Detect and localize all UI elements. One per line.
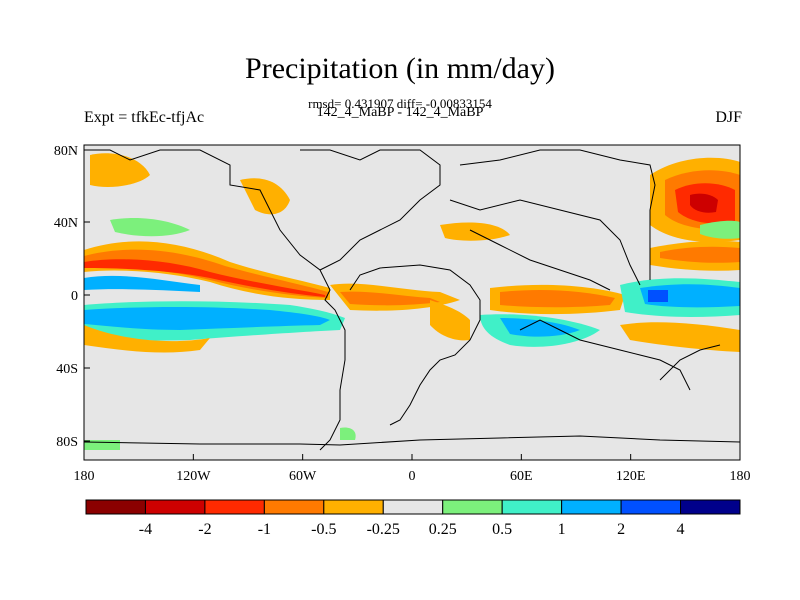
x-tick-label: 180 xyxy=(730,469,751,484)
colorbar-label: -1 xyxy=(258,521,271,538)
x-tick-label: 120E xyxy=(616,469,646,484)
colorbar: -4 -2 -1 -0.5 -0.25 0.25 0.5 1 2 4 xyxy=(85,499,741,538)
colorbar-label: -0.25 xyxy=(367,521,400,538)
x-tick-label: 120W xyxy=(176,469,211,484)
x-tick-label: 180 xyxy=(74,469,95,484)
x-axis: 180 120W 60W 0 60E 120E 180 xyxy=(74,454,751,484)
stats-line: rmsd= 0.431907 diff= -0.00833154 xyxy=(308,96,492,111)
y-tick-label: 40S xyxy=(56,362,78,377)
colorbar-swatch xyxy=(501,499,563,515)
experiment-label: Expt = tfkEc-tfjAc xyxy=(84,109,205,126)
season-label: DJF xyxy=(715,109,742,126)
colorbar-swatch xyxy=(323,499,384,515)
colorbar-label: 2 xyxy=(617,521,625,538)
continent-outlines xyxy=(84,149,740,451)
x-tick-label: 0 xyxy=(409,469,416,484)
colorbar-swatch xyxy=(620,499,682,515)
colorbar-label: -4 xyxy=(139,521,152,538)
colorbar-swatch xyxy=(144,499,206,515)
y-axis: 80N 40N 0 40S 80S xyxy=(54,144,90,450)
precip-anomaly-field xyxy=(84,153,740,450)
colorbar-label: 1 xyxy=(558,521,566,538)
map-title: Precipitation (in mm/day) xyxy=(245,52,555,85)
case-line: 142_4_MaBP - 142_4_MaBP xyxy=(316,105,484,120)
colorbar-swatch xyxy=(442,499,503,515)
x-tick-label: 60E xyxy=(510,469,533,484)
colorbar-label: 0.25 xyxy=(429,521,457,538)
x-tick-label: 60W xyxy=(289,469,317,484)
y-tick-label: 80S xyxy=(56,435,78,450)
colorbar-label: -0.5 xyxy=(311,521,336,538)
y-tick-label: 80N xyxy=(54,144,78,159)
colorbar-swatch xyxy=(680,499,741,515)
colorbar-swatch xyxy=(561,499,622,515)
y-tick-label: 0 xyxy=(71,289,78,304)
colorbar-swatch xyxy=(382,499,444,515)
colorbar-swatch xyxy=(204,499,265,515)
colorbar-swatch xyxy=(263,499,325,515)
colorbar-swatch xyxy=(85,499,146,515)
colorbar-label: -2 xyxy=(198,521,211,538)
colorbar-label: 4 xyxy=(677,521,685,538)
y-tick-label: 40N xyxy=(54,216,78,231)
colorbar-label: 0.5 xyxy=(492,521,512,538)
